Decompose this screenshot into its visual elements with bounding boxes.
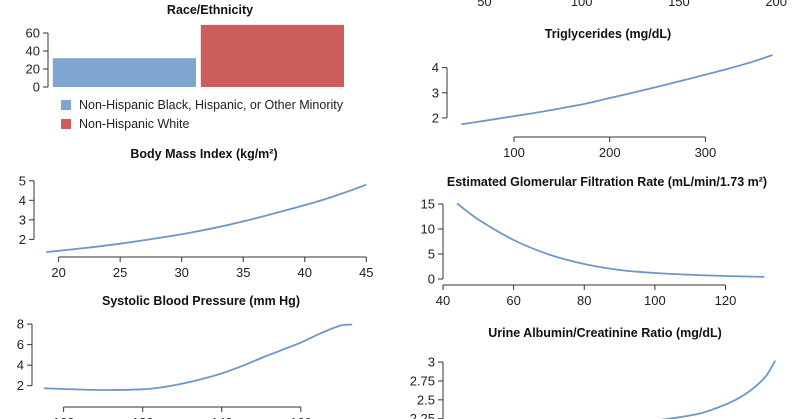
tg-y-tick-label: 3 [432,85,439,100]
uacr-y-tick-label: 2.5 [417,392,435,407]
legend-swatch-minority [61,99,71,110]
race-legend: Non-Hispanic Black, Hispanic, or Other M… [61,95,343,133]
egfr-x-tick-label: 60 [506,293,520,308]
tg-series-line [461,54,773,126]
bmi-x-tick-label: 20 [51,265,65,280]
egfr-x-tick-label: 40 [436,293,450,308]
sbp-y-tick-label: 8 [17,317,24,332]
legend-item-minority: Non-Hispanic Black, Hispanic, or Other M… [61,95,343,114]
uacr-y-tick-label: 3 [428,355,435,370]
bar-0 [52,58,196,87]
egfr-series-line [456,202,765,278]
egfr-y-tick-label: 15 [421,197,435,212]
race-title: Race/Ethnicity [167,3,253,17]
sbp-x-tick-label: 160 [290,415,312,419]
race-y-tick-label: 20 [26,62,40,77]
sbp-x-tick-label: 120 [132,415,154,419]
legend-item-white: Non-Hispanic White [61,114,343,133]
tg-title: Triglycerides (mg/dL) [545,27,671,41]
sbp-y-tick-label: 6 [17,337,24,352]
top-right-axis-x-tick-label: 50 [477,0,491,9]
bmi-x-tick-label: 30 [174,265,188,280]
sbp-x-tick-label: 100 [53,415,75,419]
bmi-y-tick-label: 5 [19,173,26,188]
sbp-y-tick-label: 4 [17,358,24,373]
uacr-y-tick-label: 2.25 [410,411,435,419]
race-y-tick-label: 60 [26,26,40,41]
bar-1 [200,24,344,87]
egfr-y-tick-label: 5 [428,247,435,262]
legend-label-minority: Non-Hispanic Black, Hispanic, or Other M… [79,97,343,112]
bmi-title: Body Mass Index (kg/m²) [130,147,277,161]
tg-y-tick-label: 4 [432,60,439,75]
bmi-y-tick-label: 3 [19,212,26,227]
bmi-x-tick-label: 35 [236,265,250,280]
sbp-y-tick-label: 2 [17,378,24,393]
egfr-x-tick-label: 100 [644,293,666,308]
bmi-x-tick-label: 45 [359,265,373,280]
bmi-x-tick-label: 40 [298,265,312,280]
bmi-x-tick-label: 25 [113,265,127,280]
uacr-title: Urine Albumin/Creatinine Ratio (mg/dL) [488,326,722,340]
sbp-title: Systolic Blood Pressure (mm Hg) [102,294,300,308]
legend-swatch-white [61,118,71,129]
race-y-tick-label: 0 [33,80,40,95]
bmi-y-tick-label: 4 [19,193,26,208]
top-right-axis-x-tick-label: 200 [765,0,787,9]
egfr-x-tick-label: 120 [715,293,737,308]
uacr-series-line [659,360,776,419]
egfr-title: Estimated Glomerular Filtration Rate (mL… [447,175,767,189]
legend-label-white: Non-Hispanic White [79,116,190,131]
top-right-axis-x-tick-label: 150 [668,0,690,9]
tg-x-tick-label: 100 [503,145,525,160]
uacr-y-tick-label: 2.75 [410,373,435,388]
tg-x-tick-label: 300 [695,145,717,160]
top-right-axis-x-tick-label: 100 [571,0,593,9]
sbp-series-line [43,323,353,391]
race-y-tick-label: 40 [26,44,40,59]
egfr-y-tick-label: 0 [428,272,435,287]
tg-x-tick-label: 200 [599,145,621,160]
egfr-x-tick-label: 80 [577,293,591,308]
sbp-x-tick-label: 140 [211,415,233,419]
bmi-series-line [46,183,367,253]
bmi-y-tick-label: 2 [19,232,26,247]
tg-y-tick-label: 2 [432,110,439,125]
egfr-y-tick-label: 10 [421,222,435,237]
